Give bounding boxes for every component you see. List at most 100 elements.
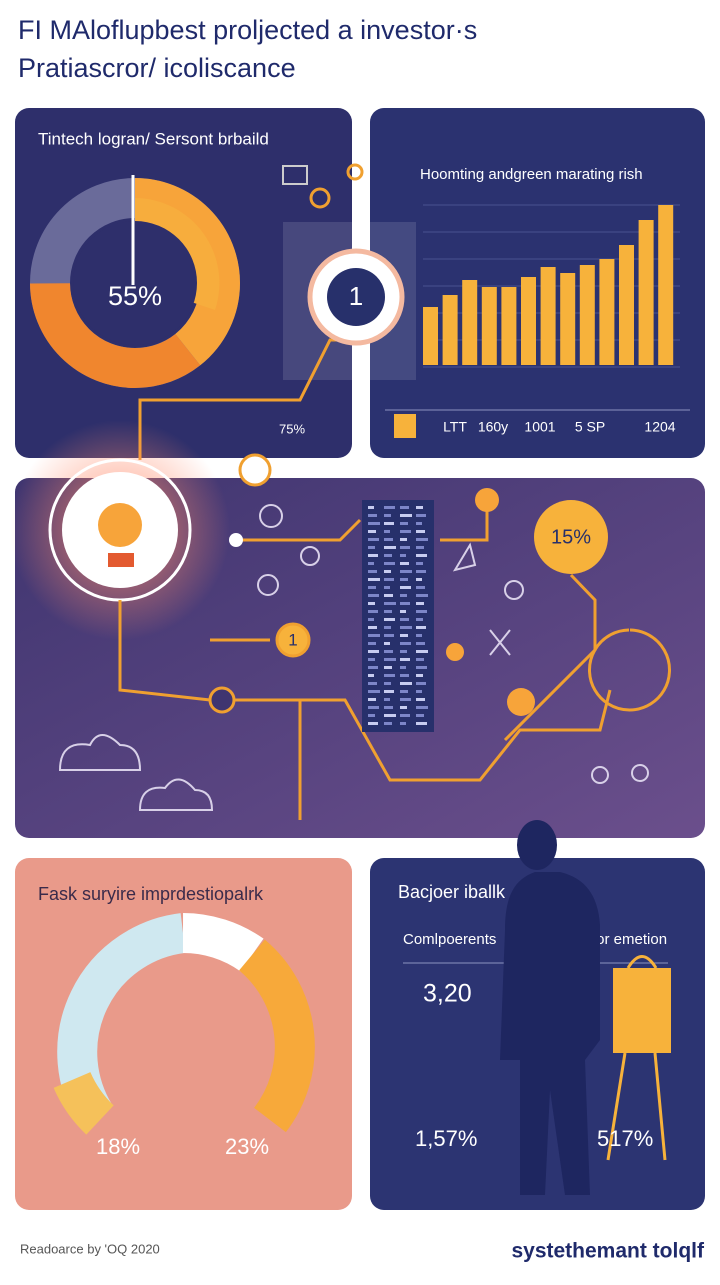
cell [400,562,409,565]
bar [638,220,654,365]
cell [416,522,422,525]
icon [394,414,416,438]
icon [309,187,331,209]
panel-title: Fask suryire imprdestiopalrk [38,884,264,904]
cell [416,538,428,541]
cell [416,674,423,677]
cell [384,714,396,717]
cell [384,674,395,677]
cell [416,626,426,629]
cell [368,642,376,645]
cell [368,562,374,565]
cell [368,714,375,717]
gauge-arc [238,939,315,1133]
footnote: 75% [279,421,305,436]
cell [384,562,395,565]
donut-label: 55% [108,281,162,311]
metric: 3,20 [423,980,472,1008]
cell [368,522,380,525]
panel-title: Bacjoer iballk [398,882,506,902]
cell [384,514,391,517]
cell [384,722,392,725]
cell [384,706,393,709]
bar [560,273,576,365]
cell [416,634,422,637]
cell [384,586,390,589]
cell [416,658,424,661]
bar-labels: LTT 160y 1001 5 SP 1204 [443,419,676,435]
cell [400,506,409,509]
cell [368,698,376,701]
cell [400,674,409,677]
gauge-arc [53,1071,115,1135]
cell [416,554,427,557]
bar [442,295,458,365]
bar [462,280,478,365]
hub-icon [108,553,134,567]
title-line: FI MAloflupbest proljected a investor·s [18,15,477,45]
highlight-label: 15% [551,526,591,548]
cell [368,538,379,541]
cell [368,666,378,669]
cell [400,538,407,541]
cell [400,554,406,557]
cell [400,546,410,549]
node [507,688,535,716]
cell [368,594,379,597]
icons [58,504,649,811]
icon [282,165,308,185]
source: Readoarce by 'OQ 2020 [20,1241,160,1256]
network-lines [118,500,671,820]
cell [368,546,375,549]
cell [384,570,391,573]
person [500,872,600,1195]
cell [416,690,422,693]
bar [658,205,674,365]
cell [400,578,408,581]
cell [416,514,426,517]
cell [368,626,377,629]
cell [384,690,394,693]
cell [384,658,396,661]
cell [400,594,407,597]
cell [400,714,410,717]
donut-hole [73,221,197,345]
gauge-label: 23% [225,1134,269,1159]
bag-handle [626,955,658,969]
cell [384,698,390,701]
cell [400,658,410,661]
cell [384,594,393,597]
badge-label: 1 [349,281,363,311]
cell [416,586,425,589]
icon [446,643,464,661]
badge [327,268,385,326]
axis-label: 160y [478,419,508,435]
person-head [517,820,557,870]
cell [416,650,428,653]
cell [400,522,408,525]
bag [613,968,671,1053]
cell [416,714,424,717]
gauge-label: 18% [96,1134,140,1159]
cell [368,514,377,517]
cell [400,722,406,725]
cell [400,602,410,605]
bar [599,259,615,365]
bar [423,307,438,365]
cell [400,690,408,693]
cell [416,698,425,701]
cell [416,682,426,685]
node [475,488,499,512]
cell [368,530,376,533]
cell [368,682,377,685]
cell [384,618,395,621]
bag-stand [606,1052,667,1161]
cell [384,682,391,685]
cell [384,634,394,637]
cell [416,578,422,581]
heading: for emetion [592,931,667,948]
cell [400,634,408,637]
donut-segment [30,178,240,388]
cell [368,674,374,677]
cell [416,706,428,709]
